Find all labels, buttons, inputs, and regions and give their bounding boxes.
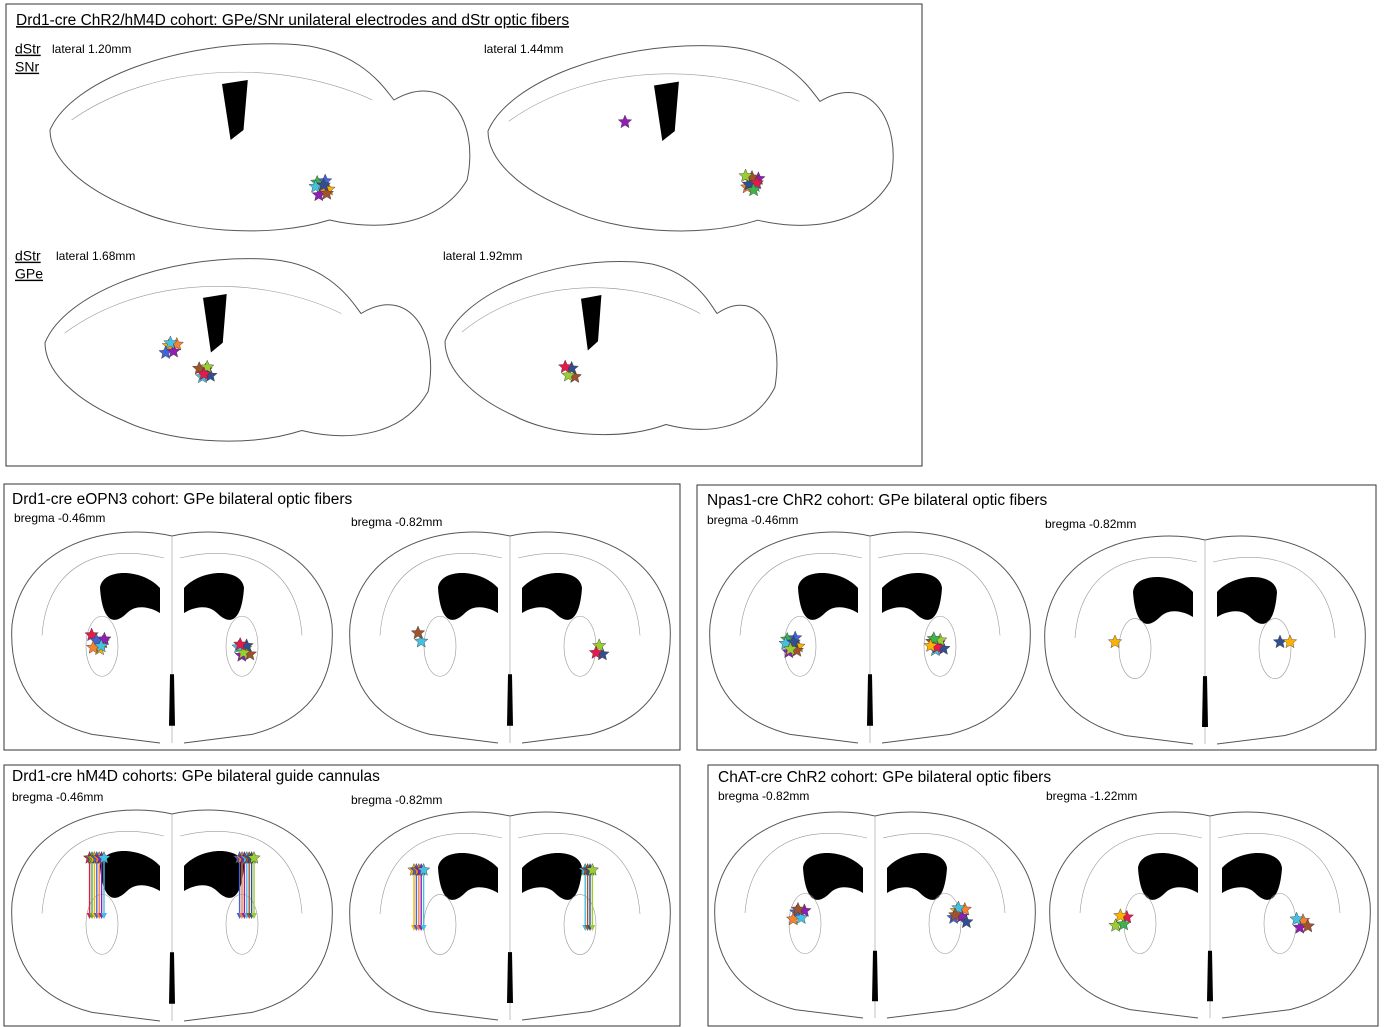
section-label: lateral 1.44mm [484,42,563,56]
placement-star [1283,635,1296,648]
ventricle [803,853,863,900]
section-label: bregma -0.46mm [12,790,103,804]
section-label: lateral 1.68mm [56,249,135,263]
ventricle [654,82,679,141]
region-label: dStr [15,248,41,264]
ventricle [882,573,942,620]
panel-frame [708,765,1378,1026]
brain-outline [350,812,510,1020]
gp-region [564,895,596,955]
ventricle [100,851,160,898]
gp-region [1259,619,1291,679]
ventricle [184,573,244,620]
third-ventricle [507,952,513,1003]
section-label: bregma -0.46mm [14,511,105,525]
cortex-boundary [462,288,700,332]
gp-region [424,895,456,955]
section-label: bregma -1.22mm [1046,789,1137,803]
placement-star [618,115,631,128]
panel-frame [6,4,922,466]
panel-title: Npas1-cre ChR2 cohort: GPe bilateral opt… [707,492,1048,509]
ventricle [184,851,244,898]
region-label: SNr [15,59,39,75]
ventricle [438,573,498,620]
brain-outline [510,532,670,743]
brain-outline [45,259,431,441]
region-label: GPe [15,266,43,282]
panel-frame [4,765,680,1026]
third-ventricle [507,674,513,726]
ventricle [222,80,248,140]
gp-region [1264,894,1296,954]
gp-region [929,894,961,954]
ventricle [438,853,498,900]
cortex-boundary [509,74,800,121]
section-label: bregma -0.46mm [707,513,798,527]
panel-title: ChAT-cre ChR2 cohort: GPe bilateral opti… [718,769,1051,786]
third-ventricle [169,952,175,1004]
brain-outline [1045,536,1205,744]
cortex-boundary [72,72,373,120]
section-label: bregma -0.82mm [1045,517,1136,531]
ventricle [1217,577,1277,624]
ventricle [522,853,582,900]
ventricle [100,573,160,620]
brain-outline [870,532,1030,743]
ventricle [1222,853,1282,900]
panel-title: Drd1-cre eOPN3 cohort: GPe bilateral opt… [12,491,353,508]
brain-outline [488,46,893,231]
figure: Drd1-cre ChR2/hM4D cohort: GPe/SNr unila… [0,0,1384,1027]
ventricle [1138,853,1198,900]
panel-frame [697,485,1376,750]
third-ventricle [1202,676,1208,727]
ventricle [522,573,582,620]
third-ventricle [169,674,175,726]
ventricle [1133,577,1193,624]
third-ventricle [867,674,873,726]
section-label: bregma -0.82mm [718,789,809,803]
brain-outline [172,532,332,743]
section-label: bregma -0.82mm [351,515,442,529]
ventricle [798,573,858,620]
cortex-boundary [65,286,342,333]
ventricle [887,853,947,900]
region-label: dStr [15,41,41,57]
brain-outline [50,44,470,231]
ventricle [203,294,227,353]
gp-region [564,616,596,676]
placement-star [411,626,424,639]
section-label: bregma -0.82mm [351,793,442,807]
ventricle [581,295,601,351]
brain-outline [1210,812,1370,1018]
brain-outline [350,532,510,743]
placement-star [1108,635,1121,648]
gp-region [1119,619,1151,679]
panel-title: Drd1-cre hM4D cohorts: GPe bilateral gui… [12,768,380,785]
placement-star [1273,635,1286,648]
third-ventricle [1207,951,1213,1001]
section-label: lateral 1.92mm [443,249,522,263]
brain-outline [445,261,777,434]
panel-title: Drd1-cre ChR2/hM4D cohort: GPe/SNr unila… [16,12,569,29]
section-label: lateral 1.20mm [52,42,131,56]
gp-region [424,616,456,676]
third-ventricle [872,951,878,1001]
